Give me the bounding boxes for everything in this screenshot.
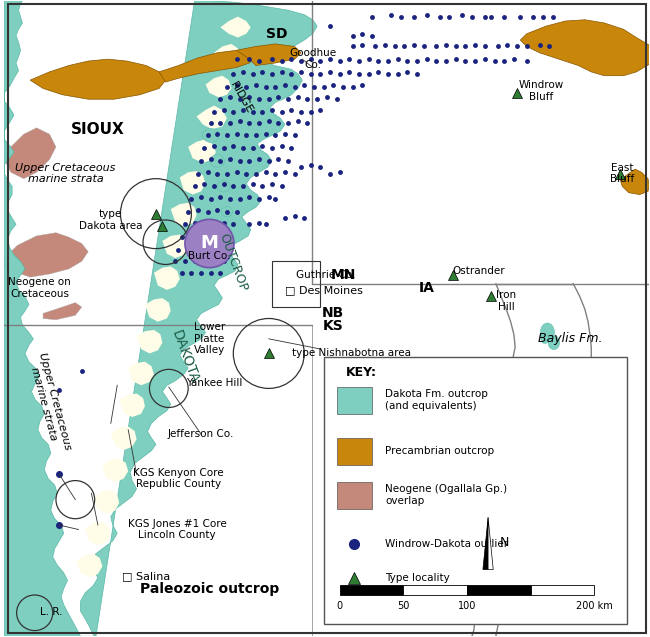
Polygon shape — [520, 20, 649, 76]
Text: Ostrander: Ostrander — [452, 266, 504, 276]
Polygon shape — [5, 128, 56, 178]
Polygon shape — [220, 17, 251, 38]
Text: Neogene on
Cretaceous: Neogene on Cretaceous — [8, 277, 72, 299]
Polygon shape — [30, 59, 166, 99]
Text: Paleozoic outcrop: Paleozoic outcrop — [419, 415, 541, 429]
Bar — [337, 438, 372, 464]
Text: 50: 50 — [397, 601, 410, 612]
Bar — [272, 261, 320, 307]
Text: NB: NB — [322, 306, 344, 320]
Polygon shape — [188, 140, 216, 163]
Polygon shape — [136, 330, 162, 354]
Polygon shape — [180, 171, 205, 194]
Polygon shape — [77, 554, 103, 577]
Text: Upper Cretaceous
marine strata: Upper Cretaceous marine strata — [26, 351, 73, 454]
Polygon shape — [85, 522, 111, 545]
Polygon shape — [5, 1, 317, 636]
Text: OUTCROP: OUTCROP — [217, 232, 250, 294]
Text: □ Salina: □ Salina — [122, 571, 170, 581]
Text: 100: 100 — [458, 601, 476, 612]
Polygon shape — [620, 169, 649, 194]
Polygon shape — [488, 517, 493, 569]
Polygon shape — [159, 50, 256, 82]
Text: Type locality: Type locality — [385, 573, 450, 583]
Text: type
Dakota area: type Dakota area — [79, 209, 142, 231]
Text: 200 km: 200 km — [576, 601, 613, 612]
Bar — [467, 585, 531, 595]
Text: 0: 0 — [337, 601, 343, 612]
Polygon shape — [103, 459, 128, 482]
Polygon shape — [196, 106, 227, 129]
Ellipse shape — [548, 336, 560, 350]
Polygon shape — [43, 303, 82, 320]
Text: MN: MN — [330, 268, 356, 282]
Text: DAKOTA: DAKOTA — [169, 328, 201, 385]
Text: Lower
Platte
Valley: Lower Platte Valley — [194, 322, 225, 355]
Text: N: N — [500, 536, 509, 549]
Bar — [340, 585, 404, 595]
Polygon shape — [198, 1, 649, 636]
Text: L. R.: L. R. — [40, 607, 62, 617]
Bar — [337, 387, 372, 414]
Text: WS: WS — [578, 389, 604, 403]
Polygon shape — [171, 203, 196, 226]
Ellipse shape — [210, 155, 224, 168]
Circle shape — [185, 219, 234, 268]
Text: RIDGE: RIDGE — [229, 80, 255, 115]
Polygon shape — [205, 76, 231, 97]
Text: SIOUX: SIOUX — [71, 122, 125, 136]
Text: KGS Jones #1 Core
Lincoln County: KGS Jones #1 Core Lincoln County — [128, 519, 227, 540]
Text: Baylis Fm.: Baylis Fm. — [538, 333, 603, 345]
Text: IA: IA — [419, 281, 435, 295]
Text: KEY:: KEY: — [346, 366, 377, 379]
Polygon shape — [111, 427, 136, 450]
Polygon shape — [128, 362, 154, 385]
Text: M: M — [200, 234, 218, 252]
Text: Guthrie Co.: Guthrie Co. — [296, 270, 356, 280]
Bar — [337, 482, 372, 509]
Ellipse shape — [203, 129, 219, 143]
Text: Upper Cretaceous
marine strata: Upper Cretaceous marine strata — [16, 163, 116, 184]
Polygon shape — [483, 517, 488, 569]
Polygon shape — [237, 44, 301, 66]
Text: East
Bluff: East Bluff — [610, 163, 634, 184]
Ellipse shape — [541, 334, 549, 343]
Polygon shape — [162, 234, 188, 258]
Text: IL: IL — [584, 402, 598, 416]
Text: type Nishnabotna area: type Nishnabotna area — [292, 348, 411, 359]
Text: Burt Co.: Burt Co. — [188, 251, 231, 261]
Ellipse shape — [217, 180, 230, 192]
Text: Jefferson Co.: Jefferson Co. — [168, 429, 234, 439]
Polygon shape — [119, 394, 145, 417]
Text: KS: KS — [323, 319, 344, 333]
Text: Yankee Hill: Yankee Hill — [186, 378, 242, 389]
Text: Windrow-Dakota outlier: Windrow-Dakota outlier — [385, 539, 508, 549]
Polygon shape — [5, 233, 88, 277]
Text: Neogene (Ogallala Gp.)
overlap: Neogene (Ogallala Gp.) overlap — [385, 484, 507, 506]
Text: SD: SD — [266, 27, 287, 41]
Text: MO: MO — [440, 364, 465, 378]
Polygon shape — [145, 298, 171, 322]
Text: Dakota Fm. outcrop
(and equivalents): Dakota Fm. outcrop (and equivalents) — [385, 389, 488, 411]
Polygon shape — [94, 490, 119, 513]
Text: KGS Kenyon Core
Republic County: KGS Kenyon Core Republic County — [133, 468, 224, 489]
Bar — [324, 357, 627, 624]
Text: Paleozoic outcrop: Paleozoic outcrop — [140, 582, 279, 596]
Text: Goodhue
Co.: Goodhue Co. — [289, 48, 336, 70]
Text: Windrow
Bluff: Windrow Bluff — [518, 80, 564, 102]
Ellipse shape — [221, 206, 233, 217]
Bar — [531, 585, 595, 595]
Polygon shape — [214, 44, 242, 64]
Text: Precambrian outcrop: Precambrian outcrop — [385, 446, 494, 455]
Text: □ Des Moines: □ Des Moines — [285, 285, 363, 295]
Text: Iron
Hill: Iron Hill — [496, 290, 516, 311]
Ellipse shape — [540, 323, 554, 342]
Polygon shape — [154, 266, 180, 290]
Bar — [404, 585, 467, 595]
